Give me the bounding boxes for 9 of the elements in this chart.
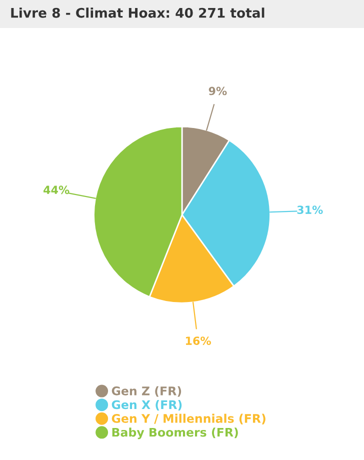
data-label: 31% [297, 206, 323, 214]
legend-label: Gen Z (FR) [112, 386, 182, 397]
data-label: 16% [186, 336, 211, 345]
legend-label: Gen Y / Millennials (FR) [112, 414, 266, 424]
data-label: 44% [44, 186, 70, 194]
data-label: 9% [208, 86, 227, 96]
chart-title: Livre 8 - Climat Hoax: 40 271 total [11, 8, 264, 18]
legend-label: Baby Boomers (FR) [112, 428, 238, 440]
legend-label: Gen X (FR) [112, 400, 182, 411]
